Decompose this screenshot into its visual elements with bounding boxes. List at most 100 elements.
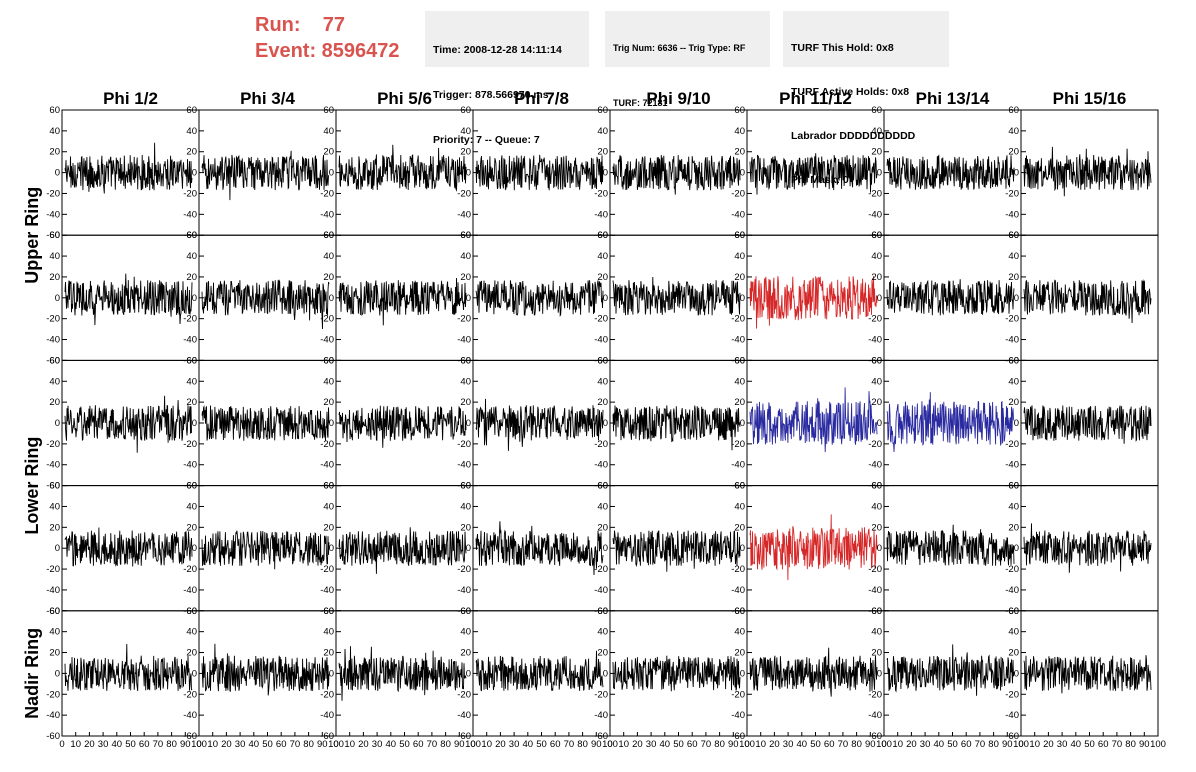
waveform-trace — [612, 655, 741, 692]
y-tick-label: -20 — [46, 188, 60, 199]
y-tick-label: 0 — [329, 293, 334, 304]
y-tick-label: 60 — [597, 230, 608, 241]
y-tick-label: -40 — [457, 710, 471, 721]
y-tick-label: -40 — [457, 335, 471, 346]
y-tick-label: 60 — [734, 481, 745, 492]
y-tick-label: 60 — [597, 606, 608, 617]
y-tick-label: 60 — [323, 606, 334, 617]
y-tick-label: -20 — [183, 564, 197, 575]
y-tick-label: 0 — [466, 543, 471, 554]
y-tick-label: 0 — [603, 543, 608, 554]
waveform-trace — [201, 150, 330, 201]
y-tick-label: 0 — [1014, 293, 1019, 304]
y-tick-label: 0 — [192, 668, 197, 679]
x-tick-label: 20 — [358, 739, 369, 750]
y-tick-label: -20 — [1005, 188, 1019, 199]
y-tick-label: 20 — [871, 648, 882, 659]
y-tick-label: 0 — [329, 668, 334, 679]
y-tick-label: 0 — [329, 418, 334, 429]
y-tick-label: -40 — [868, 335, 882, 346]
y-tick-label: -20 — [594, 188, 608, 199]
y-tick-label: 40 — [871, 126, 882, 137]
y-tick-label: 20 — [460, 272, 471, 283]
x-tick-label: 100 — [465, 739, 481, 750]
waveform-trace — [886, 279, 1015, 316]
y-tick-label: 0 — [1014, 418, 1019, 429]
x-tick-label: 10 — [1029, 739, 1040, 750]
x-tick-label: 10 — [481, 739, 492, 750]
y-tick-label: 60 — [1008, 105, 1019, 116]
y-tick-label: -60 — [1005, 230, 1019, 241]
y-tick-label: -20 — [731, 439, 745, 450]
y-tick-label: 0 — [1014, 668, 1019, 679]
x-tick-label: 80 — [714, 739, 725, 750]
x-tick-label: 70 — [1112, 739, 1123, 750]
y-tick-label: -20 — [46, 314, 60, 325]
y-tick-label: 60 — [871, 230, 882, 241]
waveform-trace — [201, 405, 330, 441]
y-tick-label: 60 — [186, 481, 197, 492]
waveform-trace — [475, 398, 604, 451]
y-tick-label: 60 — [460, 105, 471, 116]
column-title: Phi 5/6 — [377, 89, 432, 108]
trig-num-text: Trig Num: 6636 -- Trig Type: RF — [613, 43, 746, 53]
y-tick-label: 20 — [1008, 272, 1019, 283]
y-tick-label: 40 — [186, 627, 197, 638]
y-tick-label: -40 — [868, 209, 882, 220]
y-tick-label: 40 — [49, 126, 60, 137]
priority-text: Priority: 7 -- Queue: 7 — [433, 134, 540, 146]
y-tick-label: 20 — [49, 272, 60, 283]
y-tick-label: 60 — [323, 230, 334, 241]
x-tick-label: 0 — [607, 739, 612, 750]
y-tick-label: -60 — [46, 731, 60, 742]
y-tick-label: 40 — [1008, 627, 1019, 638]
y-tick-label: -20 — [320, 564, 334, 575]
y-tick-label: 40 — [186, 376, 197, 387]
y-tick-label: 40 — [49, 376, 60, 387]
y-tick-label: 40 — [323, 627, 334, 638]
y-tick-label: -20 — [1005, 439, 1019, 450]
y-tick-label: 60 — [1008, 230, 1019, 241]
x-tick-label: 20 — [495, 739, 506, 750]
x-tick-label: 50 — [673, 739, 684, 750]
y-tick-label: -60 — [731, 606, 745, 617]
x-tick-label: 30 — [783, 739, 794, 750]
y-tick-label: -20 — [594, 689, 608, 700]
y-tick-label: -20 — [320, 188, 334, 199]
y-tick-label: -20 — [868, 188, 882, 199]
y-tick-label: -60 — [46, 606, 60, 617]
y-tick-label: 20 — [734, 272, 745, 283]
y-tick-label: -40 — [594, 460, 608, 471]
y-tick-label: 60 — [460, 230, 471, 241]
y-tick-label: -20 — [457, 188, 471, 199]
y-tick-label: 40 — [734, 376, 745, 387]
x-tick-label: 80 — [988, 739, 999, 750]
y-tick-label: 40 — [49, 501, 60, 512]
y-tick-label: 0 — [740, 293, 745, 304]
y-tick-label: -60 — [183, 606, 197, 617]
waveform-trace — [1023, 523, 1152, 573]
y-tick-label: -20 — [320, 439, 334, 450]
y-tick-label: 20 — [186, 397, 197, 408]
y-tick-label: 20 — [49, 397, 60, 408]
x-tick-label: 0 — [333, 739, 338, 750]
y-tick-label: 0 — [740, 168, 745, 179]
y-tick-label: 0 — [603, 668, 608, 679]
y-tick-label: -60 — [731, 731, 745, 742]
y-tick-label: 60 — [49, 481, 60, 492]
x-tick-label: 0 — [196, 739, 201, 750]
y-tick-label: -60 — [868, 230, 882, 241]
x-tick-label: 90 — [1139, 739, 1150, 750]
y-tick-label: -20 — [1005, 564, 1019, 575]
time-info-box: Time: 2008-12-28 14:11:14 Trigger: 878.5… — [425, 11, 589, 146]
y-tick-label: 40 — [186, 501, 197, 512]
y-tick-label: 60 — [734, 230, 745, 241]
x-tick-label: 30 — [235, 739, 246, 750]
y-tick-label: -40 — [868, 585, 882, 596]
y-tick-label: 40 — [49, 627, 60, 638]
waveform-trace — [886, 154, 1015, 190]
y-tick-label: 40 — [460, 501, 471, 512]
x-tick-label: 60 — [276, 739, 287, 750]
y-tick-label: -40 — [320, 335, 334, 346]
y-tick-label: 60 — [871, 105, 882, 116]
